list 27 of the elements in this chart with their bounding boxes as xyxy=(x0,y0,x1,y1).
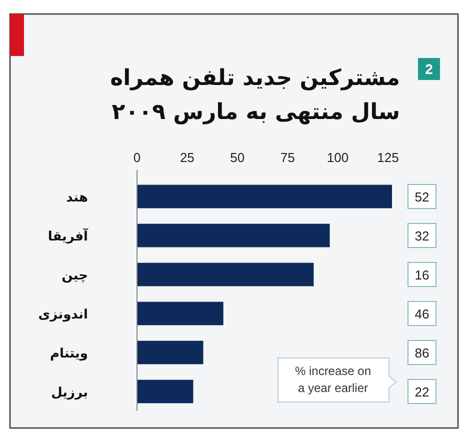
bar xyxy=(137,262,314,286)
text: 86 xyxy=(414,346,430,360)
text: 52 xyxy=(414,190,430,204)
chart-title: مشترکین جدید تلفن همراه سال منتهی به مارس ۲۰۰۹ xyxy=(110,66,400,125)
x-tick-label: 125 xyxy=(377,150,399,165)
bar xyxy=(137,340,204,364)
bar xyxy=(137,380,194,404)
x-tick-label: 0 xyxy=(133,150,141,165)
x-tick-label: 50 xyxy=(230,150,245,165)
x-tick-label: 75 xyxy=(280,150,295,165)
text: 2 xyxy=(425,61,434,77)
y-tick-label: ویتنام xyxy=(50,346,88,362)
bar xyxy=(137,184,392,208)
bar xyxy=(137,224,330,248)
bar xyxy=(137,302,224,326)
y-tick-label: آفریقا xyxy=(48,228,89,244)
x-tick-label: 100 xyxy=(326,150,349,165)
y-tick-label: اندونزی xyxy=(38,308,88,322)
annotation: % increase on a year earlier xyxy=(294,364,372,395)
text: 32 xyxy=(414,228,430,244)
x-tick-label: 25 xyxy=(180,150,194,165)
y-tick-label: هند xyxy=(66,190,88,206)
text: 22 xyxy=(414,384,430,400)
y-tick-label: برزیل xyxy=(51,386,88,400)
text: 16 xyxy=(414,268,430,282)
text: 46 xyxy=(414,306,430,322)
y-tick-label: چین xyxy=(62,268,88,284)
